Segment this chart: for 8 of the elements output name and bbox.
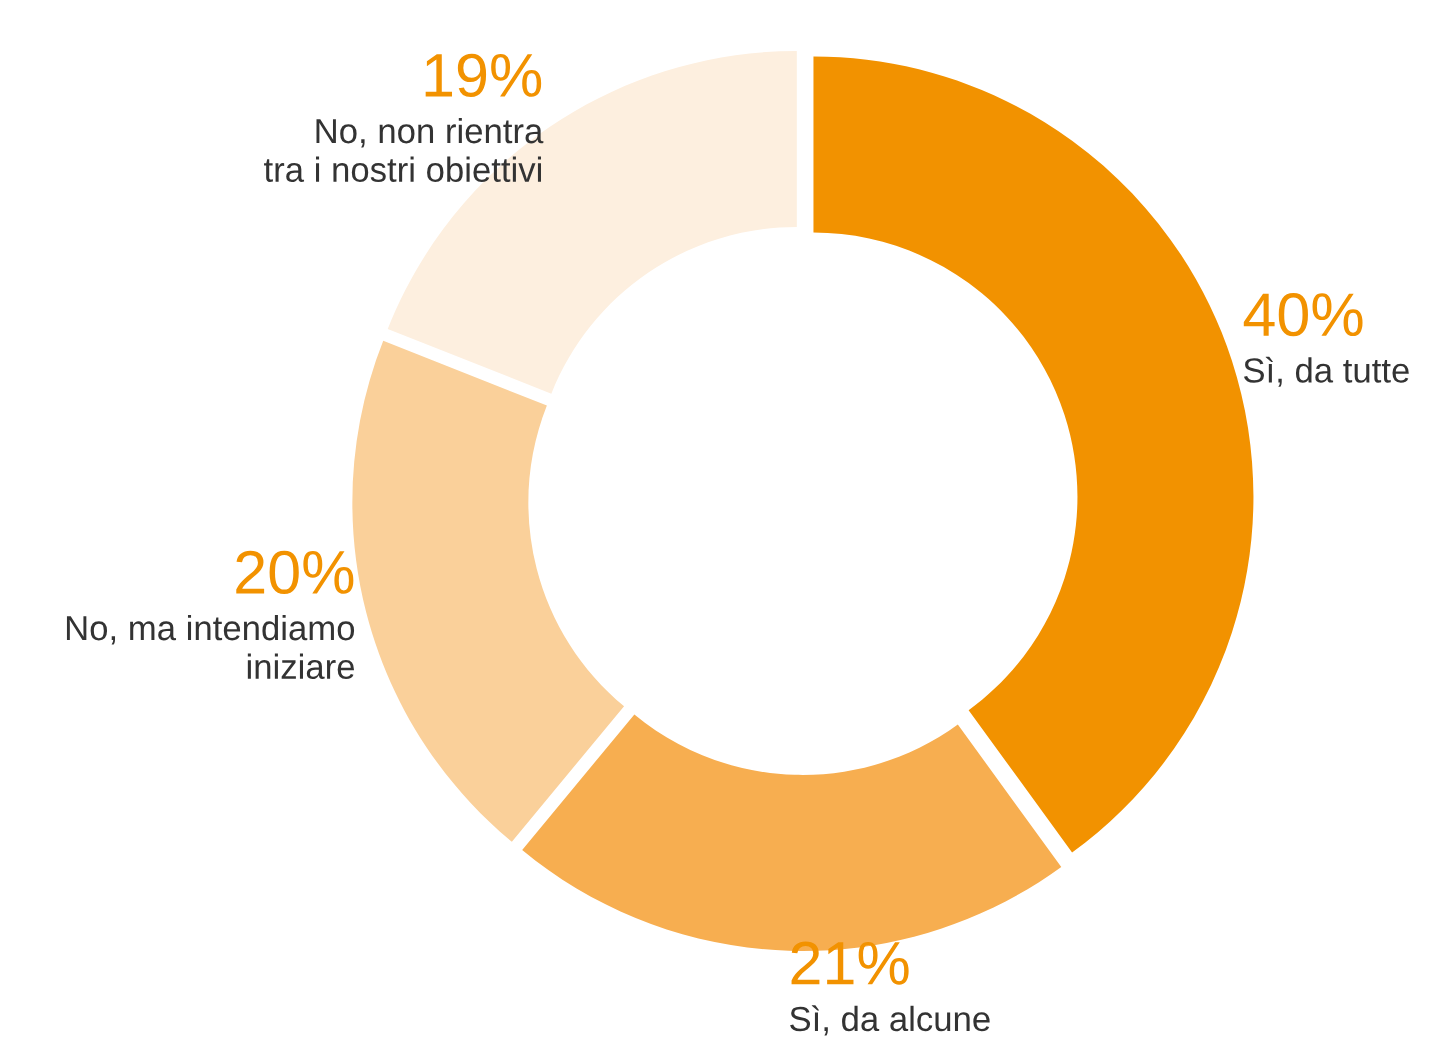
data-label: 40%: [1243, 293, 1363, 337]
slice-label: Sì, da alcune: [790, 1005, 990, 1036]
data-label: 20%: [236, 550, 354, 595]
data-label: 19%: [425, 53, 542, 98]
data-label: 21%: [791, 941, 909, 985]
slice-label: No, non rientra tra i nostri obiettivi: [264, 117, 544, 183]
slice-label: Sì, da tutte: [1243, 356, 1409, 387]
slice-label: No, ma intendiamo iniziare: [66, 614, 355, 680]
